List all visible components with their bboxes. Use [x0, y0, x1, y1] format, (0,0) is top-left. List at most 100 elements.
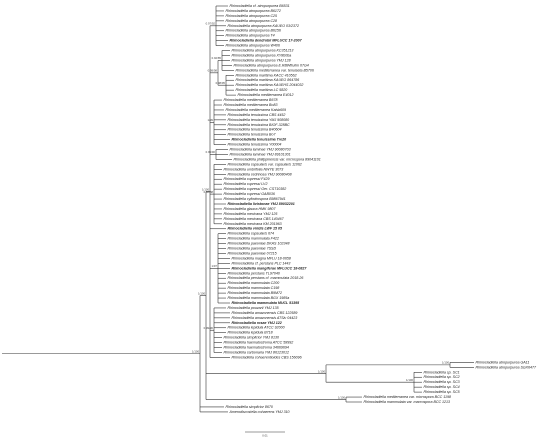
taxon-label: Rhinocladiella lepidula ATCC 92000	[228, 326, 285, 330]
taxon-label: Rhinocladiella sp. SC4	[424, 385, 460, 389]
support-value: 1/97	[212, 264, 218, 268]
support-value: 1/100	[406, 378, 413, 382]
taxon-label: Rhinocladiella paeoniae 7SSD	[228, 247, 277, 251]
taxon-label: Rhinocladiella sp. SC2	[424, 375, 460, 379]
taxon-label: Rhinocladiella cupressi GAB036	[224, 192, 275, 196]
taxon-label: Rhinocladiella capsularis 674	[228, 232, 275, 236]
taxon-label: Rhinocladiella atropurpurea B6172	[226, 9, 281, 13]
taxon-label: Rhinocladiella atropurpurea C25	[226, 14, 278, 18]
taxon-label: Rhinocladiella tenuissima Tre20	[232, 138, 287, 142]
taxon-label: Rhinocladiella livistonae YMJ 89032201	[228, 202, 295, 206]
taxon-label: Rhinocladiella mediterranea var. microsp…	[364, 395, 452, 399]
taxon-label: Rhinocladiella atropurpurea B6156	[226, 29, 281, 33]
taxon-label: Rhinocladiella mexicana CBS 140467	[224, 217, 285, 221]
taxon-label: Rhinocladiella mammulata BGX 1985a	[228, 296, 290, 300]
taxon-label: Rhinocladiella atropurpurea SGX6477	[476, 365, 538, 369]
taxon-label: Rhinocladiella mediterranea Kaisb609	[226, 108, 287, 112]
taxon-label: Rhinocladiella mediterranea var. tenuise…	[236, 68, 314, 72]
taxon-label: Rhinocladiella mexicana YMJ 125	[224, 212, 278, 216]
taxon-label: Rhinocladiella cf. perstans PLC 1443	[232, 261, 291, 265]
taxon-label: Rhinocladiella pouzarii YMJ 135	[228, 306, 279, 310]
taxon-label: Rhinocladiella cylindrospora B9867941	[224, 197, 286, 201]
scale-bar-label: 0.01	[262, 434, 268, 438]
support-value: 0.92/85	[212, 56, 222, 60]
support-value: 1/100	[198, 291, 205, 295]
taxon-label: Rhinocladiella mediterranea E4012	[238, 93, 294, 97]
taxon-label: Rhinocladiella cf. atropurpurea B6531	[230, 4, 290, 8]
taxon-label: Rhinocladiella mammulata F422	[228, 237, 279, 241]
taxon-label: Rhinocladiella tenuissima Bo7	[228, 133, 277, 137]
taxon-label: Rhinocladiella rosae YMJ 122	[232, 321, 282, 325]
taxon-label: Rhinocladiella mexicana KM 201963	[224, 222, 282, 226]
taxon-label: Rhinocladiella mammulata C200	[228, 281, 280, 285]
taxon-label: Rhinocladiella tenuissima YMJ 908080	[228, 118, 290, 122]
taxon-label: Rhinocladiella maritima KACC 410562	[236, 73, 297, 77]
taxon-label: Rhinocladiella sp. SC3	[424, 380, 460, 384]
taxon-label: Rhinocladiella paeoniae DKAS 102348	[228, 242, 290, 246]
taxon-label: Rhinocladiella maritima KAUEHS 2044032	[236, 83, 304, 87]
taxon-label: Rhinocladiella viridis LWF 15 05	[228, 227, 284, 231]
taxon-label: Rhinocladiella philippinensis var. micro…	[234, 157, 321, 161]
taxon-label: Rhinocladiella tenuissima Y00004	[228, 143, 282, 147]
taxon-label: Rhinocladiella atropurpurea KC351213	[232, 49, 294, 53]
taxon-label: Rhinocladiella perstans cf. mammulata 20…	[228, 276, 304, 280]
taxon-label: Rhinocladiella atropurpurea E.RBWfruilm …	[234, 63, 309, 67]
taxon-label: Rhinocladiella cupressi F429	[224, 177, 270, 181]
support-value: 0.99/98	[208, 69, 218, 73]
taxon-label: Rhinocladiella mammulata MUCL 51395	[232, 301, 301, 305]
support-value: 1/100	[202, 187, 209, 191]
taxon-label: Rhinocladiella dendrobii MFLUCC 17-2007	[230, 39, 303, 43]
taxon-label: Rhinocladiella lepidula B718	[228, 331, 273, 335]
taxon-label: Rhinocladiella carbonaria YMJ 86123012	[224, 350, 289, 354]
taxon-label: Rhinocladiella perstans TL97040	[228, 271, 280, 275]
taxon-label: Rhinocladiella haematostroma 34669694	[224, 346, 289, 350]
taxon-label: Rhinocladiella laminae YMJ 89101301	[230, 152, 291, 156]
taxon-label: Rhinocladiella maritima KAUEO 864786	[236, 78, 300, 82]
support-value: 1/100	[318, 369, 325, 373]
taxon-label: Rhinocladiella atropurpurea T4	[226, 34, 275, 38]
taxon-label: Rhinocladiella maritima LC 5820	[236, 88, 288, 92]
taxon-label: Rhinocladiella simplicior YMJ 8130	[224, 336, 279, 340]
taxon-label: Rhinocladiella atropurpurea GA11	[476, 360, 530, 364]
taxon-label: Rhinocladiella haematostroma ATCC 58992	[224, 341, 294, 345]
taxon-label: Rhinocladiella umbrifolia NWYE 3073	[224, 167, 284, 171]
taxon-label: Rhinocladiella glauca HMK 9807	[224, 207, 277, 211]
taxon-label: Rhinocladiella cupressi Ger. CST10382	[224, 187, 287, 191]
taxon-label: Rhinocladiella tenuissima CBS 4452	[228, 113, 286, 117]
support-value: 0.98/95	[216, 81, 226, 85]
support-value: 0.95/90	[206, 150, 216, 154]
taxon-label: Rhinocladiella mammulata B9M72	[228, 291, 283, 295]
taxon-label: Rhinocladiella mammulata var. macrospora…	[364, 400, 451, 404]
taxon-label: Rhinocladiella tenuissima BIOF-328BC	[228, 123, 291, 127]
taxon-label: Rhinocladiella simplicior 8670	[226, 405, 273, 409]
taxon-label: Rhinocladiella tenuissima B40604	[228, 128, 282, 132]
taxon-label: Rhinocladiella sp. SC1	[424, 370, 460, 374]
support-value: 0.99/96	[204, 326, 214, 330]
taxon-label: Rhinocladiella cohaerentioides CBS 15609…	[232, 355, 302, 359]
taxon-label: Rhinocladiella atropurpurea YMJ 128	[232, 58, 291, 62]
taxon-label: Rhinocladiella atropurpurea W406	[226, 44, 280, 48]
support-value: 1/100	[442, 361, 449, 365]
taxon-label: Rhinocladiella paeoniae 07215	[228, 251, 277, 255]
taxon-label: Rhinocladiella amazonensis ATSiv 04423	[232, 316, 298, 320]
taxon-label: Rhinocladiella atropurpurea C28	[226, 19, 278, 23]
support-value: 1/100	[338, 395, 345, 399]
support-value: 0.97/92	[206, 22, 216, 26]
support-value: 1/99	[208, 118, 214, 122]
support-value: 1/100	[192, 349, 199, 353]
taxon-label: Rhinocladiella cupressi LV2	[224, 182, 268, 186]
taxon-label: Rhinocladiella atropurpurea XY8b0ba	[232, 53, 292, 57]
taxon-label: Rhinocladiella mammulata C198	[228, 286, 280, 290]
taxon-label: Rhinocladiella capsularis var. capsulari…	[228, 162, 302, 166]
taxon-label: Rhinocladiella laminae YMJ 90080703	[230, 148, 291, 152]
taxon-label: Rhinocladiella magna MFLU 18-0658	[232, 256, 291, 260]
taxon-label: Rhinocladiella mediterranea Bo83	[224, 103, 278, 107]
taxon-label: Rhinocladiella sp. SC5	[424, 390, 460, 394]
taxon-label: Rhinocladiella cedrinosa YMJ 90080408	[228, 172, 292, 176]
taxon-label: Amerodiscosiella cohaerens YMJ 310	[229, 410, 290, 414]
taxon-label: Rhinocladiella mediterranea B678	[224, 98, 278, 102]
taxon-label: Rhinocladiella mangiferae MFLUCC 18-0827	[232, 266, 308, 270]
taxon-label: Rhinocladiella amazonensis CBS 122589	[232, 311, 298, 315]
taxon-label: Rhinocladiella atropurpurea KAUEO 03/237…	[228, 24, 300, 28]
